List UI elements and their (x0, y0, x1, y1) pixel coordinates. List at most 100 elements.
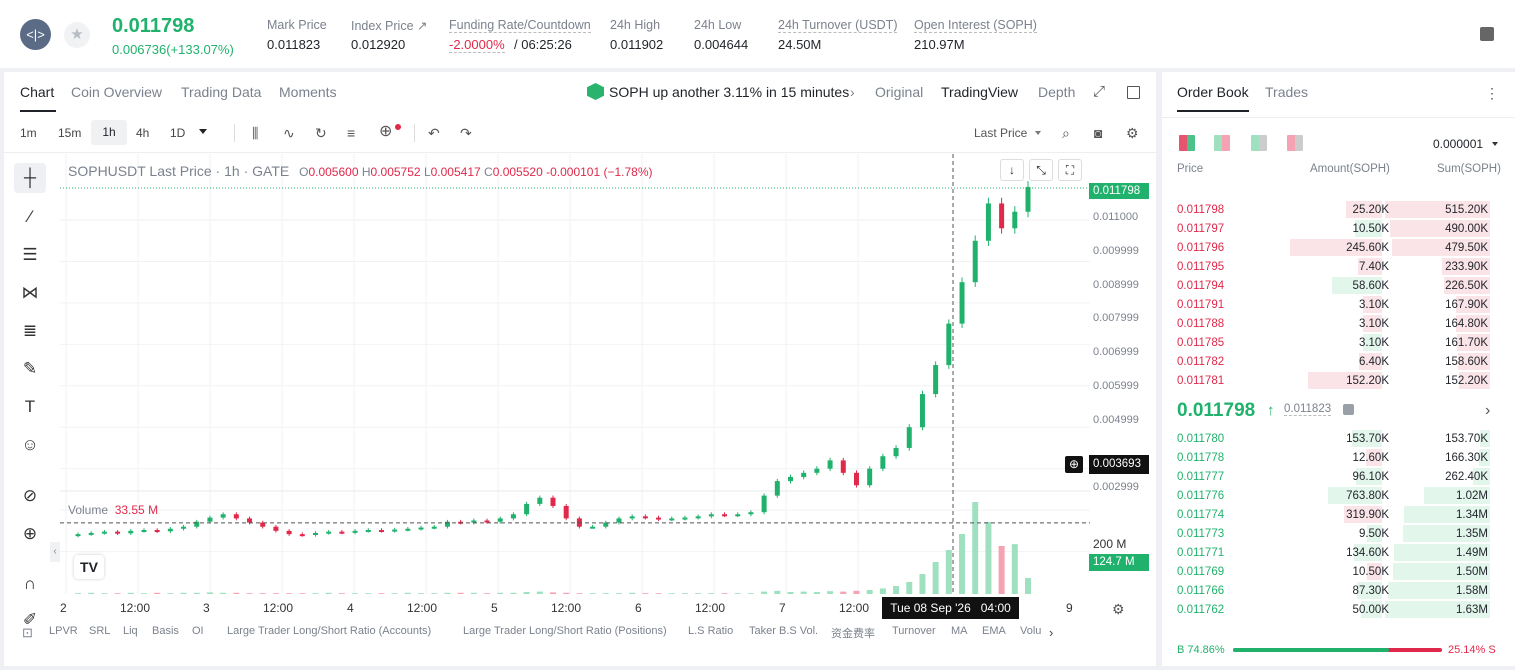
collapse-icon[interactable]: ⤡ (1029, 159, 1053, 181)
ruler-icon[interactable]: ⊘ (22, 486, 38, 505)
pencil-icon[interactable]: ✐ (22, 610, 38, 629)
indicator-lpvr[interactable]: LPVR (49, 625, 78, 637)
chevron-right-icon[interactable]: › (850, 84, 855, 100)
precision-dropdown-icon[interactable] (1492, 142, 1498, 146)
magnet-icon[interactable]: ∩ (23, 574, 37, 593)
view-both-icon[interactable] (1179, 135, 1195, 151)
book-icon[interactable] (1480, 27, 1494, 41)
indicator-oi[interactable]: OI (192, 625, 204, 637)
channel-icon[interactable]: ☰ (22, 245, 38, 264)
compare-icon[interactable]: ↻ (315, 125, 327, 141)
camera-icon[interactable]: ◙ (1094, 125, 1103, 141)
indicator-srl[interactable]: SRL (89, 625, 111, 637)
brush-icon[interactable]: ✎ (22, 359, 38, 378)
indicator-ls-ratio[interactable]: L.S Ratio (688, 625, 734, 637)
tab-coin-overview[interactable]: Coin Overview (71, 84, 163, 100)
undo-icon[interactable]: ↶ (428, 125, 440, 141)
indicators-icon[interactable]: ∿ (283, 125, 295, 141)
indicator-ls-positions[interactable]: Large Trader Long/Short Ratio (Positions… (463, 625, 667, 637)
emoji-icon[interactable]: ☺ (21, 435, 39, 454)
indicator-ls-accounts[interactable]: Large Trader Long/Short Ratio (Accounts) (227, 625, 432, 637)
volume-bar (140, 593, 147, 594)
ask-row[interactable]: 0.011797 10.50K 490.00K (1162, 219, 1502, 238)
price-chart[interactable] (60, 154, 1090, 596)
templates-icon[interactable]: ≡ (347, 125, 356, 141)
more-icon[interactable]: ⋮ (1485, 85, 1499, 101)
crosshair-icon[interactable]: ┼ (14, 163, 46, 193)
mid-price[interactable]: 0.011798 (1177, 400, 1256, 421)
bid-row[interactable]: 0.011778 12.60K 166.30K (1162, 448, 1502, 467)
fullscreen-icon[interactable]: ⛶ (1058, 159, 1082, 181)
tab-chart[interactable]: Chart (20, 84, 55, 100)
tab-moments[interactable]: Moments (279, 84, 337, 100)
price-alert-link[interactable]: SOPH up another 3.11% in 15 minutes (609, 84, 850, 100)
ask-row[interactable]: 0.011791 3.10K 167.90K (1162, 295, 1502, 314)
ask-row[interactable]: 0.011795 7.40K 233.90K (1162, 257, 1502, 276)
zoom-in-icon[interactable]: ⊕ (22, 524, 38, 543)
redo-icon[interactable]: ↷ (460, 125, 472, 141)
view-bids-asks-icon[interactable] (1214, 135, 1230, 151)
bid-row[interactable]: 0.011771 134.60K 1.49M (1162, 543, 1502, 562)
tab-depth[interactable]: Depth (1038, 84, 1076, 100)
ask-row[interactable]: 0.011794 58.60K 226.50K (1162, 276, 1502, 295)
ask-row[interactable]: 0.011782 6.40K 158.60K (1162, 352, 1502, 371)
indicator-liq[interactable]: Liq (123, 625, 138, 637)
favorite-star-icon[interactable]: ★ (64, 22, 90, 48)
axis-settings-icon[interactable]: ⚙ (1112, 601, 1125, 617)
price-type-dropdown-icon[interactable] (1035, 131, 1041, 135)
candle-type-icon[interactable]: ⫼ (252, 125, 259, 141)
add-alert-icon[interactable]: ⊕ (379, 123, 393, 140)
bid-row[interactable]: 0.011776 763.80K 1.02M (1162, 486, 1502, 505)
indicator-ema[interactable]: EMA (982, 625, 1006, 637)
interval-15m[interactable]: 15m (58, 126, 82, 140)
bid-row[interactable]: 0.011769 10.50K 1.50M (1162, 562, 1502, 581)
indicator-funding-rate[interactable]: 资金费率 (831, 628, 875, 640)
crosshair-add-icon[interactable]: ⊕ (1065, 456, 1083, 473)
search-icon[interactable]: ⌕ (1062, 125, 1070, 141)
interval-1m[interactable]: 1m (20, 126, 37, 140)
trend-line-icon[interactable]: ⁄ (28, 207, 32, 226)
indicators-bar-icon[interactable]: ⊡ (22, 625, 33, 640)
tab-trades[interactable]: Trades (1265, 84, 1309, 100)
tab-tradingview[interactable]: TradingView (941, 84, 1019, 100)
ask-row[interactable]: 0.011785 3.10K 161.70K (1162, 333, 1502, 352)
ask-row[interactable]: 0.011781 152.20K 152.20K (1162, 371, 1502, 390)
bid-row[interactable]: 0.011773 9.50K 1.35M (1162, 524, 1502, 543)
tab-trading-data[interactable]: Trading Data (181, 84, 262, 100)
chevron-right-icon[interactable]: › (1485, 402, 1491, 419)
indicator-taker-vol[interactable]: Taker B.S Vol. (749, 625, 819, 637)
download-icon[interactable]: ↓ (1000, 159, 1024, 181)
view-asks-icon[interactable] (1287, 135, 1303, 151)
ask-row[interactable]: 0.011788 3.10K 164.80K (1162, 314, 1502, 333)
collapse-toolbar-icon[interactable]: ‹ (50, 542, 60, 562)
bid-row[interactable]: 0.011774 319.90K 1.34M (1162, 505, 1502, 524)
bid-row[interactable]: 0.011777 96.10K 262.40K (1162, 467, 1502, 486)
gear-icon[interactable]: ⚙ (1126, 125, 1139, 141)
indicator-volume[interactable]: Volu (1020, 625, 1042, 637)
interval-4h[interactable]: 4h (136, 126, 150, 140)
interval-dropdown-icon[interactable] (199, 129, 207, 134)
interval-1d[interactable]: 1D (170, 126, 186, 140)
bid-row[interactable]: 0.011762 50.00K 1.63M (1162, 600, 1502, 619)
indicators-scroll-icon[interactable]: › (1049, 625, 1054, 640)
row-sum: 1.50M (1456, 566, 1488, 578)
interval-1h[interactable]: 1h (91, 120, 127, 145)
ask-row[interactable]: 0.011798 25.20K 515.20K (1162, 200, 1502, 219)
tab-original[interactable]: Original (875, 84, 924, 100)
precision-select[interactable]: 0.000001 (1433, 137, 1484, 151)
indicator-ma[interactable]: MA (951, 625, 968, 637)
text-icon[interactable]: T (24, 397, 36, 416)
index-price-label[interactable]: Index Price ↗ (351, 19, 428, 33)
view-bids-icon[interactable] (1251, 135, 1267, 151)
tab-order-book[interactable]: Order Book (1177, 84, 1249, 100)
bid-row[interactable]: 0.011780 153.70K 153.70K (1162, 429, 1502, 448)
price-type-select[interactable]: Last Price (974, 126, 1028, 140)
indicator-basis[interactable]: Basis (152, 625, 179, 637)
indicator-turnover[interactable]: Turnover (892, 625, 936, 637)
pattern-icon[interactable]: ⋈ (21, 283, 39, 302)
fib-icon[interactable]: ≣ (22, 321, 38, 340)
expand-icon[interactable]: ⤢ (1093, 83, 1106, 100)
window-icon[interactable] (1127, 86, 1140, 99)
bid-row[interactable]: 0.011766 87.30K 1.58M (1162, 581, 1502, 600)
ask-row[interactable]: 0.011796 245.60K 479.50K (1162, 238, 1502, 257)
